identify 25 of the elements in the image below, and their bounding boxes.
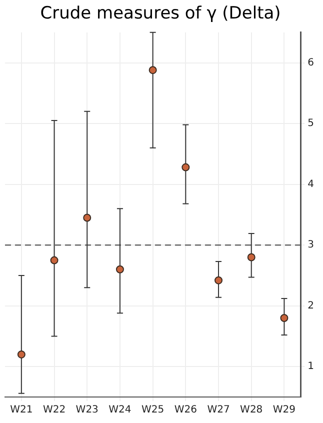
y-tick-label: 3 [308,240,314,251]
x-tick-label: W29 [272,404,296,416]
x-tick-label: W22 [42,404,66,416]
x-tick-label: W27 [207,404,230,416]
point [17,350,26,358]
point [182,163,190,172]
y-tick-label: 5 [308,118,314,130]
x-tick-label: W24 [108,404,132,416]
chart-title: Crude measures of γ (Delta) [40,4,281,24]
point [280,314,288,322]
y-tick-label: 6 [308,57,314,68]
x-tick-label: W26 [174,404,197,416]
y-tick-label: 2 [308,300,314,312]
point [148,66,157,74]
point [247,253,256,262]
point [214,276,223,284]
y-tick-label: 4 [308,178,314,190]
x-tick-label: W28 [240,404,263,416]
point [50,256,58,264]
point [116,265,124,274]
y-tick-label: 1 [308,361,314,372]
point [83,214,92,222]
x-tick-label: W23 [76,404,98,416]
x-tick-label: W21 [10,404,33,416]
x-tick-label: W25 [142,404,164,416]
